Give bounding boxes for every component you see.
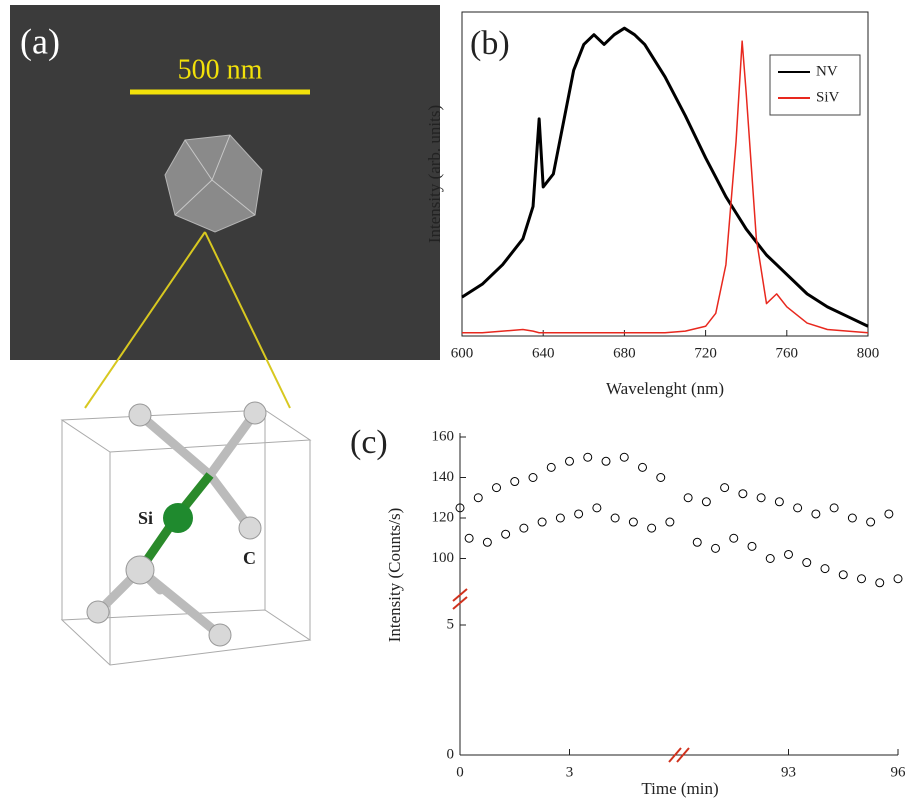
data-point (574, 509, 584, 519)
data-point (747, 541, 757, 551)
data-point (610, 513, 620, 523)
data-point (701, 497, 711, 507)
data-point (647, 523, 657, 533)
data-point (692, 537, 702, 547)
x-tick-label: 760 (776, 345, 799, 361)
x-axis-label: Wavelenght (nm) (606, 379, 724, 398)
data-point (802, 558, 812, 568)
data-point (811, 509, 821, 519)
data-point (756, 493, 766, 503)
y-axis-label: Intensity (Counts/s) (385, 508, 404, 643)
data-point (464, 533, 474, 543)
data-point (565, 456, 574, 466)
data-point (857, 574, 866, 584)
panel-label: (c) (350, 424, 388, 461)
data-point (884, 509, 894, 519)
data-point (738, 489, 748, 499)
axis-break (452, 588, 468, 602)
data-point (665, 517, 675, 527)
atoms (86, 401, 267, 647)
y-tick-label: 160 (432, 428, 455, 444)
legend-box (769, 54, 861, 116)
x-tick-label: 93 (781, 764, 796, 780)
panel-label: (b) (470, 25, 510, 62)
data-point (501, 529, 511, 539)
y-tick-label: 100 (432, 550, 455, 566)
axis-break (676, 747, 690, 763)
x-axis-label: Time (min) (641, 779, 718, 798)
legend-label: NV (816, 63, 838, 79)
data-point (638, 462, 647, 472)
x-tick-label: 680 (613, 345, 636, 361)
data-point (519, 523, 529, 533)
data-point (592, 503, 602, 513)
zoom-line (204, 231, 291, 409)
data-point (774, 497, 784, 507)
data-point (510, 477, 520, 487)
data-point (729, 533, 739, 543)
data-point (601, 456, 611, 466)
scale-label: 500 nm (178, 54, 263, 85)
data-point (473, 493, 483, 503)
data-point (784, 549, 793, 559)
data-point (482, 537, 492, 547)
panel-label: (a) (20, 21, 60, 61)
data-point (829, 503, 839, 513)
data-point (838, 570, 848, 580)
y-tick-label: 120 (432, 509, 455, 525)
axis-break (452, 596, 468, 610)
data-point (492, 483, 501, 493)
data-point (628, 517, 638, 527)
x-tick-label: 720 (694, 345, 717, 361)
data-point (455, 503, 465, 513)
data-point (555, 513, 565, 523)
legend-label: SiV (816, 89, 840, 105)
series-line (462, 40, 869, 334)
data-point (893, 574, 903, 584)
atom-label: Si (138, 508, 153, 528)
data-point (866, 517, 876, 527)
data-point (720, 483, 730, 493)
crystal (164, 134, 263, 233)
data-point (875, 578, 885, 588)
axis-break (668, 747, 682, 763)
data-point (546, 462, 556, 472)
zoom-line (84, 231, 206, 409)
data-point (765, 554, 775, 563)
data-point (537, 517, 547, 527)
x-tick-label: 0 (456, 764, 464, 780)
x-tick-label: 3 (566, 764, 574, 780)
data-point (656, 473, 666, 482)
data-point (820, 564, 830, 574)
si-atom (163, 503, 193, 533)
y-tick-label: 140 (432, 469, 455, 485)
data-point (683, 493, 693, 503)
data-point (583, 452, 593, 462)
crystal-facet (211, 179, 256, 216)
x-tick-label: 800 (857, 345, 880, 361)
data-point (619, 452, 629, 462)
x-tick-label: 600 (451, 345, 474, 361)
y-tick-label: 0 (447, 746, 455, 762)
x-tick-label: 96 (891, 764, 907, 780)
x-tick-label: 640 (532, 345, 555, 361)
y-axis-label: Intensity (arb. units) (425, 105, 444, 243)
data-point (711, 543, 720, 553)
series-line (461, 26, 869, 328)
unit-cell (60, 409, 312, 666)
crystal-facet (174, 179, 213, 216)
y-tick-label: 5 (447, 616, 455, 632)
data-point (793, 503, 803, 513)
atom-label: C (243, 548, 256, 568)
data-point (847, 513, 857, 523)
plot-frame (461, 11, 869, 337)
data-point (528, 473, 538, 482)
